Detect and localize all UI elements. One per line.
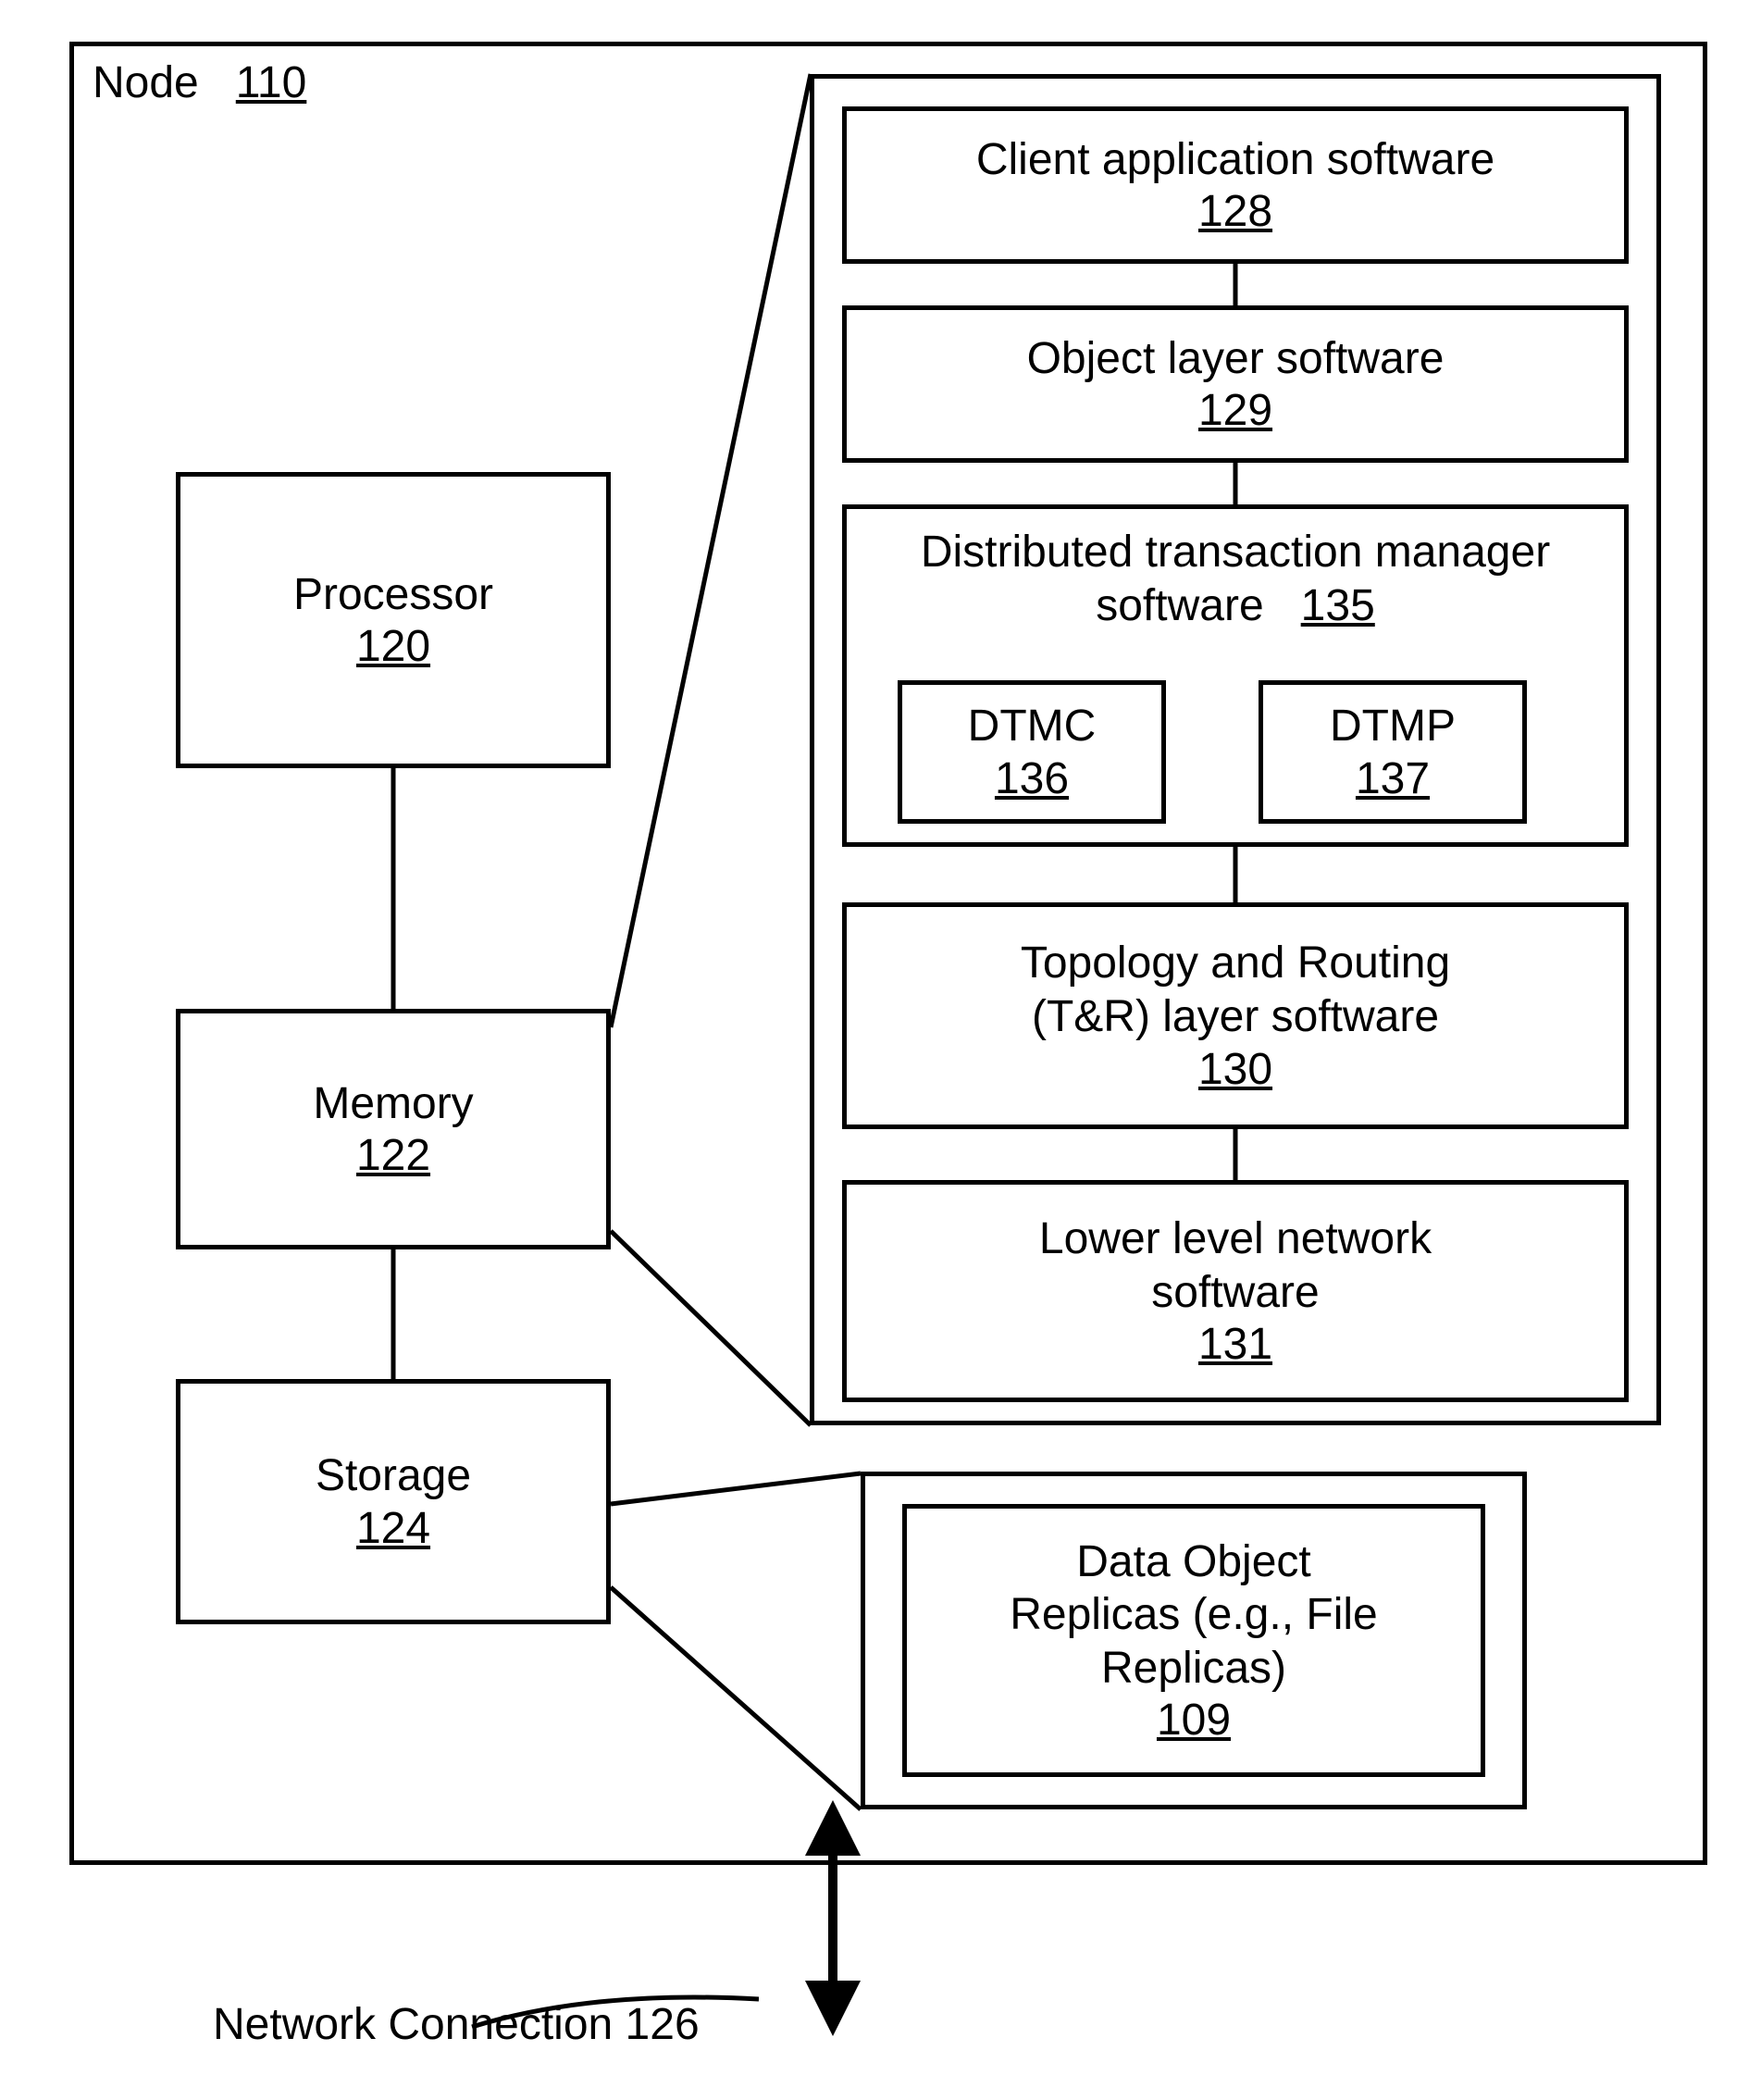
tr-ref: 130: [1198, 1044, 1272, 1095]
lower-label1: Lower level network: [1039, 1212, 1432, 1266]
objectlayer-box: Object layer software 129: [842, 305, 1629, 463]
tr-label1: Topology and Routing: [1021, 937, 1450, 990]
dtm-label: Distributed transaction manager software…: [874, 526, 1596, 632]
objectlayer-ref: 129: [1198, 385, 1272, 436]
processor-box: Processor 120: [176, 472, 611, 768]
processor-label: Processor: [293, 568, 493, 622]
storage-box: Storage 124: [176, 1379, 611, 1624]
dtmc-box: DTMC 136: [898, 680, 1166, 824]
dtmc-ref: 136: [995, 753, 1069, 804]
replicas-label2: Replicas (e.g., File: [1010, 1588, 1377, 1642]
dtmc-label: DTMC: [968, 700, 1097, 753]
network-label: Network Connection 126: [213, 1999, 700, 2050]
dtmp-box: DTMP 137: [1259, 680, 1527, 824]
replicas-label3: Replicas): [1101, 1642, 1286, 1696]
processor-ref: 120: [356, 621, 430, 672]
storage-ref: 124: [356, 1503, 430, 1554]
replicas-box: Data Object Replicas (e.g., File Replica…: [902, 1504, 1485, 1777]
lower-label2: software: [1151, 1266, 1319, 1320]
dtmp-label: DTMP: [1330, 700, 1456, 753]
lower-box: Lower level network software 131: [842, 1180, 1629, 1402]
memory-label: Memory: [313, 1077, 473, 1131]
replicas-ref: 109: [1157, 1695, 1231, 1746]
dtmp-ref: 137: [1356, 753, 1430, 804]
client-ref: 128: [1198, 186, 1272, 237]
node-label: Node 110: [93, 57, 306, 108]
lower-ref: 131: [1198, 1319, 1272, 1370]
memory-ref: 122: [356, 1130, 430, 1181]
tr-box: Topology and Routing (T&R) layer softwar…: [842, 902, 1629, 1129]
dtm-label-text: Distributed transaction manager software: [921, 528, 1550, 630]
dtm-ref: 135: [1301, 581, 1375, 630]
storage-label: Storage: [316, 1449, 471, 1503]
memory-box: Memory 122: [176, 1009, 611, 1249]
client-label: Client application software: [976, 133, 1494, 187]
replicas-label1: Data Object: [1076, 1535, 1310, 1589]
client-box: Client application software 128: [842, 106, 1629, 264]
tr-label2: (T&R) layer software: [1032, 990, 1439, 1044]
diagram-canvas: Node 110 Processor 120 Memory 122 Storag…: [0, 0, 1761, 2100]
node-ref: 110: [236, 58, 307, 107]
node-text: Node: [93, 58, 199, 107]
objectlayer-label: Object layer software: [1027, 332, 1445, 386]
